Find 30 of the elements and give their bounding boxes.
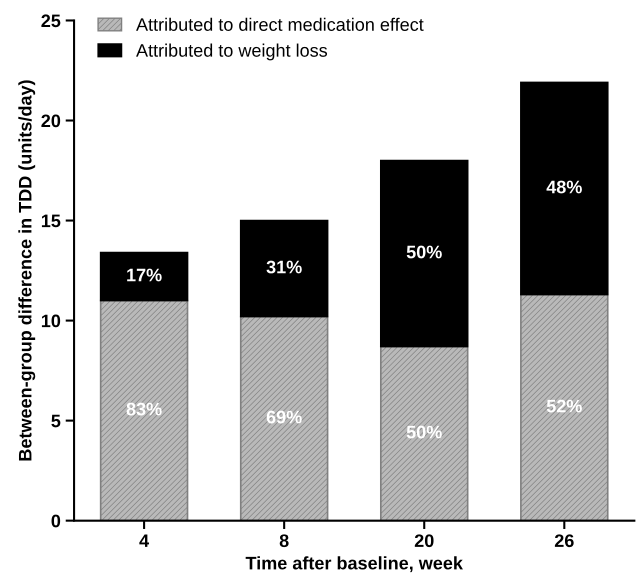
- bar: [240, 220, 328, 318]
- y-tick-label: 10: [42, 314, 60, 328]
- bar: [100, 252, 188, 302]
- annotation: 52%: [546, 400, 582, 412]
- annotation: 50%: [406, 246, 442, 258]
- annotation: 83%: [126, 402, 162, 416]
- y-tick-label: 20: [41, 114, 60, 128]
- y-tick-label: 0: [52, 514, 60, 528]
- y-tick-label: 5: [51, 414, 60, 428]
- bar: [520, 294, 609, 521]
- legend-label: Attributed to direct medication effect: [136, 18, 424, 31]
- annotation: 69%: [266, 410, 302, 424]
- y-axis-title: Between-group difference in TDD (units/day): [18, 80, 36, 460]
- x-tick-label: 8: [280, 534, 289, 548]
- bar: [100, 300, 188, 521]
- bar: [380, 346, 468, 521]
- x-tick-label: 26: [554, 534, 574, 548]
- x-tick-label: 20: [414, 534, 434, 548]
- y-tick-label: 15: [42, 214, 60, 228]
- legend-label: Attributed to weight loss: [136, 44, 328, 60]
- annotation: 17%: [127, 268, 162, 282]
- bar: [380, 160, 468, 348]
- y-tick-label: 25: [41, 14, 60, 28]
- x-tick-label: 4: [139, 534, 150, 547]
- bar: [240, 316, 328, 521]
- annotation: 48%: [546, 180, 582, 194]
- x-axis-title: Time after baseline, week: [246, 556, 463, 572]
- annotation: 31%: [266, 260, 302, 274]
- annotation: 50%: [406, 426, 442, 438]
- bar: [520, 82, 609, 296]
